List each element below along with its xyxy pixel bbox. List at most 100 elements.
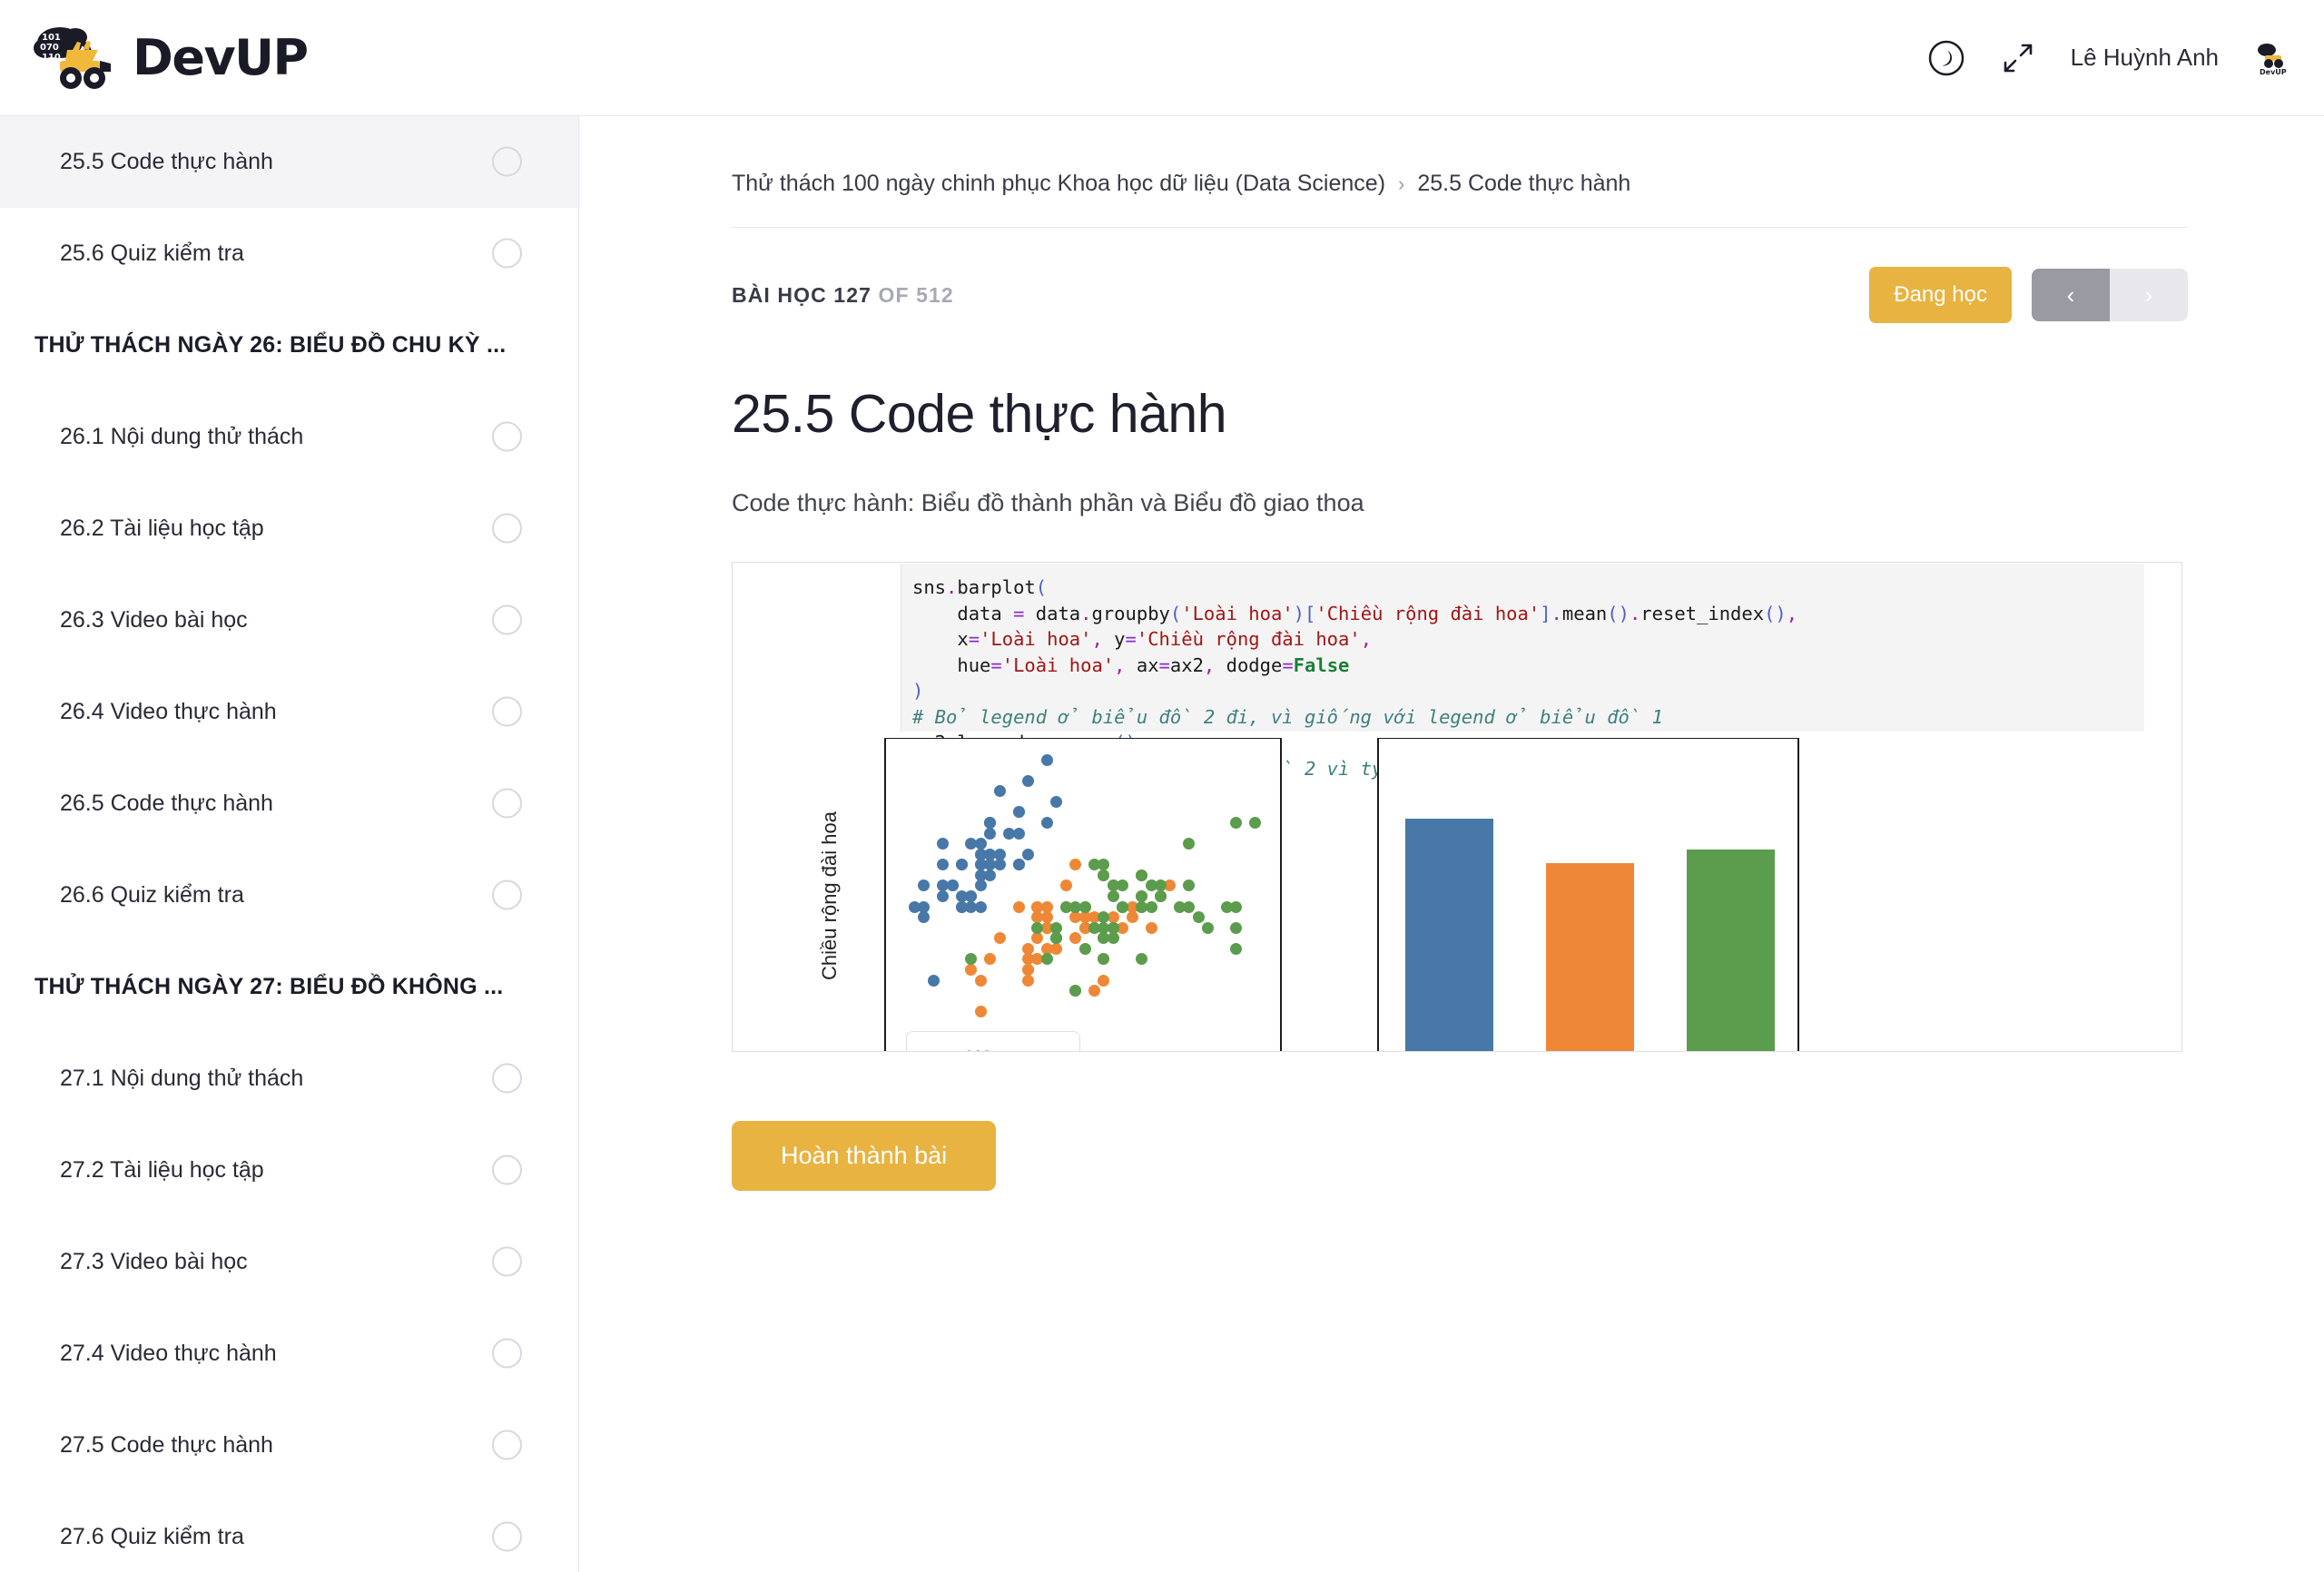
sidebar-section-header[interactable]: THỬ THÁCH NGÀY 27: BIỂU ĐỒ KHÔNG ...	[34, 974, 504, 999]
bar-axes	[1377, 738, 1799, 1051]
scatter-point-virginica	[1050, 921, 1063, 934]
sidebar-item-12[interactable]: 27.3 Video bài học	[0, 1216, 578, 1308]
scatter-point-setosa	[937, 859, 950, 871]
scatter-point-versicolor	[1050, 942, 1063, 955]
lesson-actions: Đang học ‹ ›	[1869, 267, 2188, 323]
breadcrumb-current[interactable]: 25.5 Code thực hành	[1417, 171, 1631, 196]
completion-circle-icon[interactable]	[492, 146, 522, 177]
scatter-point-versicolor	[965, 963, 978, 976]
breadcrumb-divider	[732, 227, 2188, 228]
avatar[interactable]: DevUP	[2253, 38, 2291, 77]
scatter-point-virginica	[1220, 900, 1233, 913]
scatter-point-versicolor	[974, 974, 987, 987]
completion-circle-icon[interactable]	[492, 788, 522, 819]
sidebar-item-15[interactable]: 27.6 Quiz kiểm tra	[0, 1491, 578, 1572]
expand-arrows-icon[interactable]	[2000, 40, 2036, 76]
scatter-point-virginica	[1098, 869, 1110, 881]
scatter-axes: ••• 2 3 4	[884, 738, 1282, 1051]
completion-circle-icon[interactable]	[492, 1521, 522, 1552]
sidebar-item-1[interactable]: 25.6 Quiz kiểm tra	[0, 208, 578, 300]
scatter-point-setosa	[1012, 859, 1025, 871]
next-lesson-button[interactable]: ›	[2110, 269, 2188, 321]
sidebar-item-label: 27.1 Nội dung thử thách	[60, 1066, 304, 1091]
scatter-point-virginica	[1078, 900, 1091, 913]
scatter-point-versicolor	[974, 1006, 987, 1018]
scatter-point-versicolor	[1040, 942, 1053, 955]
completion-circle-icon[interactable]	[492, 1063, 522, 1094]
sidebar-item-6[interactable]: 26.4 Video thực hành	[0, 666, 578, 758]
sidebar-item-13[interactable]: 27.4 Video thực hành	[0, 1308, 578, 1400]
header-actions: Lê Huỳnh Anh DevUP	[1927, 38, 2291, 77]
completion-circle-icon[interactable]	[492, 513, 522, 544]
bar-setosa	[1405, 819, 1493, 1051]
scatter-point-virginica	[1107, 879, 1119, 892]
scatter-point-setosa	[927, 974, 940, 987]
sidebar-item-5[interactable]: 26.3 Video bài học	[0, 575, 578, 666]
completion-circle-icon[interactable]	[492, 1430, 522, 1460]
scatter-point-setosa	[1050, 795, 1063, 808]
scatter-point-virginica	[1069, 900, 1082, 913]
sidebar-item-4[interactable]: 26.2 Tài liệu học tập	[0, 483, 578, 575]
scatter-point-setosa	[965, 890, 978, 902]
status-badge[interactable]: Đang học	[1869, 267, 2012, 323]
scatter-point-setosa	[993, 785, 1006, 798]
completion-circle-icon[interactable]	[492, 238, 522, 269]
lesson-counter: BÀI HỌC 127 OF 512	[732, 283, 954, 308]
scatter-point-setosa	[965, 838, 978, 850]
scatter-point-versicolor	[1040, 900, 1053, 913]
scatter-point-setosa	[908, 900, 921, 913]
moon-circle-icon[interactable]	[1927, 39, 1965, 77]
scatter-point-setosa	[984, 859, 997, 871]
scatter-point-virginica	[1050, 932, 1063, 945]
sidebar-item-label: 26.1 Nội dung thử thách	[60, 424, 304, 449]
brand-logo[interactable]: 101 070 110 DevUP	[33, 25, 309, 92]
scatter-point-versicolor	[1040, 911, 1053, 924]
sidebar-item-label: 26.2 Tài liệu học tập	[60, 516, 264, 541]
sidebar-item-8[interactable]: 26.6 Quiz kiểm tra	[0, 850, 578, 941]
scatter-point-setosa	[1012, 827, 1025, 840]
scatter-point-virginica	[1088, 921, 1100, 934]
scatter-point-versicolor	[993, 932, 1006, 945]
course-sidebar[interactable]: 25.5 Code thực hành 25.6 Quiz kiểm tra THỬ…	[0, 116, 579, 1572]
sidebar-item-11[interactable]: 27.2 Tài liệu học tập	[0, 1125, 578, 1216]
completion-circle-icon[interactable]	[492, 696, 522, 727]
svg-text:070: 070	[40, 43, 59, 53]
devup-truck-logo-icon: 101 070 110	[33, 25, 120, 92]
scatter-point-setosa	[1021, 774, 1034, 787]
scatter-point-versicolor	[1031, 953, 1044, 966]
bar-versicolor	[1546, 863, 1634, 1051]
scatter-point-versicolor	[1021, 953, 1034, 966]
previous-lesson-button[interactable]: ‹	[2032, 269, 2110, 321]
scatter-point-virginica	[1183, 838, 1196, 850]
scatter-point-virginica	[1230, 900, 1243, 913]
completion-circle-icon[interactable]	[492, 604, 522, 635]
sidebar-item-14[interactable]: 27.5 Code thực hành	[0, 1400, 578, 1491]
scatter-point-setosa	[974, 879, 987, 892]
sidebar-section-header[interactable]: THỬ THÁCH NGÀY 26: BIỂU ĐỒ CHU KỲ ...	[34, 332, 507, 358]
bar-y-tick	[1377, 917, 1379, 919]
completion-circle-icon[interactable]	[492, 1246, 522, 1277]
scatter-point-virginica	[1117, 900, 1129, 913]
sidebar-item-label: 27.4 Video thực hành	[60, 1341, 277, 1366]
scatter-point-setosa	[955, 859, 968, 871]
completion-circle-icon[interactable]	[492, 879, 522, 910]
scatter-point-virginica	[1107, 890, 1119, 902]
complete-lesson-button[interactable]: Hoàn thành bài	[732, 1121, 997, 1191]
completion-circle-icon[interactable]	[492, 1338, 522, 1369]
completion-circle-icon[interactable]	[492, 421, 522, 452]
scatter-legend-box: •••	[906, 1031, 1080, 1051]
scatter-point-setosa	[1012, 806, 1025, 819]
scatter-point-setosa	[984, 869, 997, 881]
scatter-point-virginica	[1098, 859, 1110, 871]
scatter-point-virginica	[1136, 869, 1148, 881]
completion-circle-icon[interactable]	[492, 1154, 522, 1185]
code-block: sns.barplot( data = data.groupby('Loài h…	[901, 564, 2144, 831]
breadcrumb-course-link[interactable]: Thử thách 100 ngày chinh phục Khoa học d…	[732, 171, 1386, 196]
scatter-point-versicolor	[1012, 900, 1025, 913]
scatter-y-tick: 4	[884, 801, 886, 803]
sidebar-item-7[interactable]: 26.5 Code thực hành	[0, 758, 578, 850]
sidebar-item-3[interactable]: 26.1 Nội dung thử thách	[0, 391, 578, 483]
scatter-point-setosa	[918, 879, 931, 892]
sidebar-item-0[interactable]: 25.5 Code thực hành	[0, 116, 578, 208]
sidebar-item-10[interactable]: 27.1 Nội dung thử thách	[0, 1033, 578, 1125]
